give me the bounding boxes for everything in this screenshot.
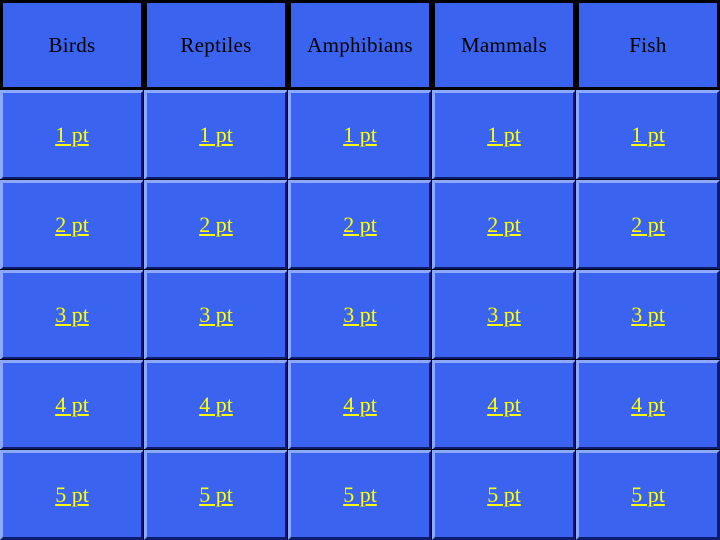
category-header-fish: Fish [576,0,720,90]
question-link[interactable]: 2 pt [487,212,521,237]
question-tile[interactable]: 4 pt [143,359,289,451]
category-header-mammals: Mammals [432,0,576,90]
question-tile[interactable]: 5 pt [0,449,145,540]
question-link[interactable]: 2 pt [631,212,665,237]
question-link[interactable]: 4 pt [487,392,521,417]
question-tile[interactable]: 3 pt [575,269,720,361]
question-tile[interactable]: 5 pt [287,449,433,540]
question-link[interactable]: 5 pt [199,482,233,507]
category-label: Fish [629,32,667,57]
question-link[interactable]: 1 pt [343,122,377,147]
question-tile[interactable]: 3 pt [431,269,577,361]
question-link[interactable]: 3 pt [631,302,665,327]
question-tile[interactable]: 2 pt [0,179,145,271]
question-tile[interactable]: 1 pt [431,89,577,181]
question-tile[interactable]: 4 pt [575,359,720,451]
question-tile[interactable]: 2 pt [287,179,433,271]
question-tile[interactable]: 4 pt [287,359,433,451]
category-label: Reptiles [180,32,252,57]
question-link[interactable]: 3 pt [199,302,233,327]
question-tile[interactable]: 3 pt [287,269,433,361]
points-row-3: 3 pt 3 pt 3 pt 3 pt 3 pt [0,269,720,361]
question-link[interactable]: 3 pt [55,302,89,327]
question-link[interactable]: 3 pt [487,302,521,327]
category-label: Mammals [460,32,548,57]
question-link[interactable]: 3 pt [343,302,377,327]
question-tile[interactable]: 3 pt [143,269,289,361]
question-link[interactable]: 5 pt [631,482,665,507]
question-tile[interactable]: 4 pt [431,359,577,451]
points-row-1: 1 pt 1 pt 1 pt 1 pt 1 pt [0,89,720,181]
question-tile[interactable]: 2 pt [143,179,289,271]
points-row-5: 5 pt 5 pt 5 pt 5 pt 5 pt [0,449,720,540]
question-tile[interactable]: 5 pt [575,449,720,540]
question-tile[interactable]: 1 pt [0,89,145,181]
question-tile[interactable]: 1 pt [287,89,433,181]
question-link[interactable]: 1 pt [631,122,665,147]
question-link[interactable]: 5 pt [487,482,521,507]
question-link[interactable]: 1 pt [199,122,233,147]
question-link[interactable]: 4 pt [199,392,233,417]
question-link[interactable]: 1 pt [55,122,89,147]
question-tile[interactable]: 1 pt [143,89,289,181]
points-row-2: 2 pt 2 pt 2 pt 2 pt 2 pt [0,179,720,271]
question-link[interactable]: 2 pt [55,212,89,237]
question-link[interactable]: 2 pt [343,212,377,237]
question-link[interactable]: 5 pt [55,482,89,507]
question-link[interactable]: 4 pt [343,392,377,417]
points-row-4: 4 pt 4 pt 4 pt 4 pt 4 pt [0,359,720,451]
category-label: Birds [48,32,96,57]
question-link[interactable]: 1 pt [487,122,521,147]
question-tile[interactable]: 5 pt [431,449,577,540]
question-tile[interactable]: 4 pt [0,359,145,451]
question-tile[interactable]: 3 pt [0,269,145,361]
category-label: Amphibians [307,32,413,57]
question-tile[interactable]: 5 pt [143,449,289,540]
question-link[interactable]: 5 pt [343,482,377,507]
question-link[interactable]: 4 pt [631,392,665,417]
category-header-birds: Birds [0,0,144,90]
question-tile[interactable]: 2 pt [431,179,577,271]
question-tile[interactable]: 1 pt [575,89,720,181]
question-tile[interactable]: 2 pt [575,179,720,271]
question-link[interactable]: 4 pt [55,392,89,417]
category-header-amphibians: Amphibians [288,0,432,90]
category-header-row: Birds Reptiles Amphibians Mammals Fish [0,0,720,90]
question-link[interactable]: 2 pt [199,212,233,237]
category-header-reptiles: Reptiles [144,0,288,90]
